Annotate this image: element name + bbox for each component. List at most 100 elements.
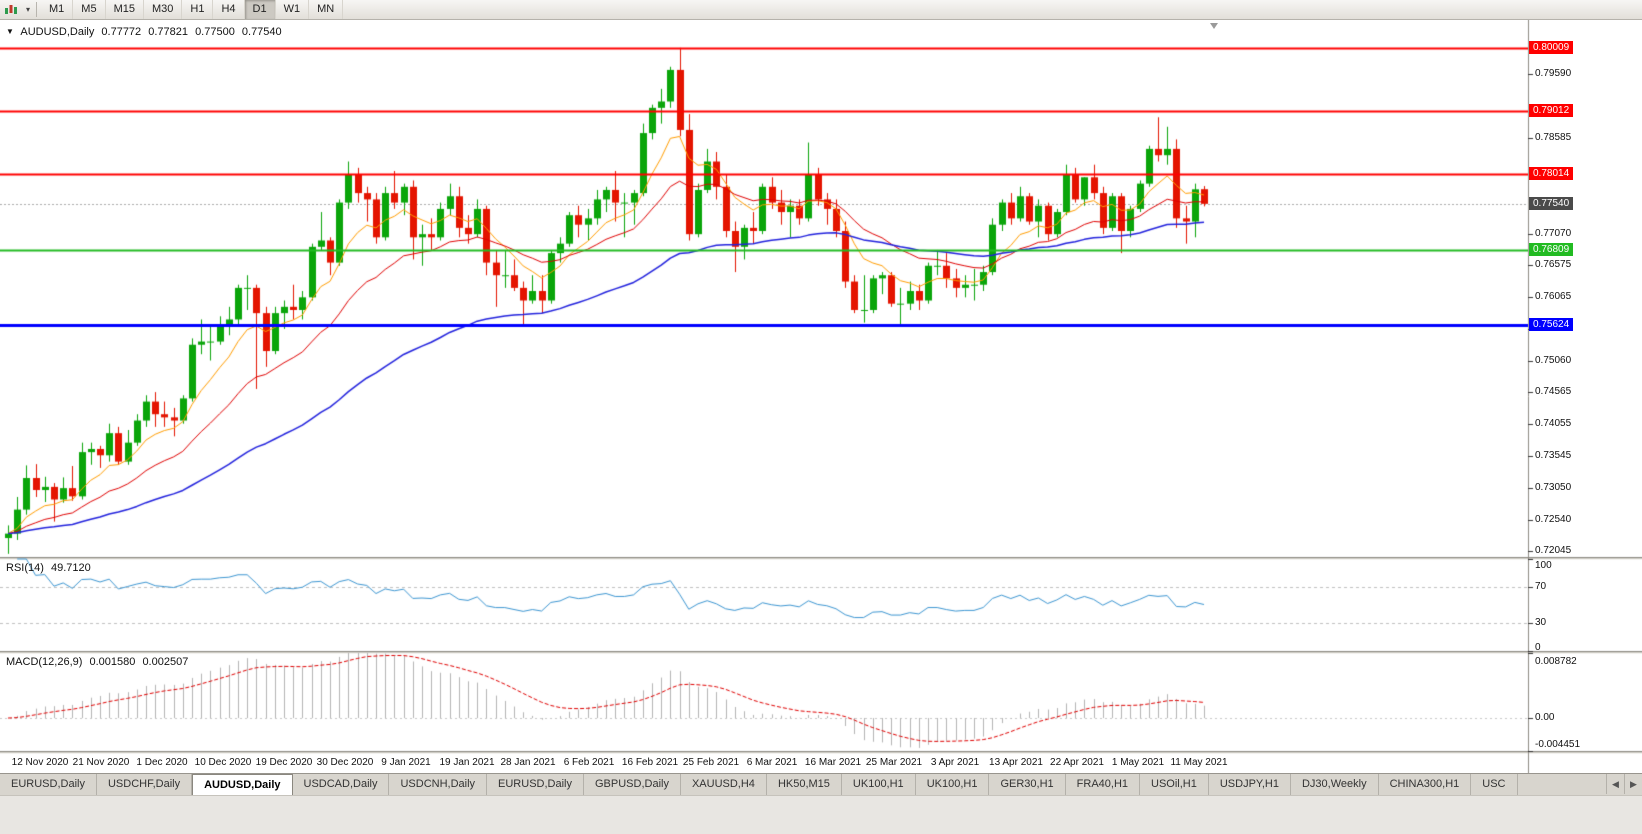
timeframe-m30[interactable]: M30 <box>144 0 183 19</box>
rsi-axis-tick: 0 <box>1535 642 1541 653</box>
price-line-label: 0.75624 <box>1529 317 1574 331</box>
date-axis-label: 6 Mar 2021 <box>746 757 798 768</box>
date-axis-label: 21 Nov 2020 <box>72 757 130 768</box>
chart-region: ▼ AUDUSD,Daily 0.77772 0.77821 0.77500 0… <box>0 20 1642 773</box>
date-axis-label: 3 Apr 2021 <box>930 757 980 768</box>
tab-scroll-right-icon[interactable]: ▶ <box>1624 774 1642 794</box>
current-price-label: 0.77540 <box>1529 196 1574 210</box>
date-axis-label: 6 Feb 2021 <box>563 757 615 768</box>
date-axis-label: 16 Feb 2021 <box>621 757 679 768</box>
date-axis-label: 11 May 2021 <box>1170 757 1228 768</box>
timeframe-m5[interactable]: M5 <box>73 0 106 19</box>
macd-main-value: 0.001580 <box>89 656 136 668</box>
date-axis-label: 25 Mar 2021 <box>865 757 923 768</box>
date-axis-label: 28 Jan 2021 <box>500 757 556 768</box>
high-value: 0.77821 <box>148 26 188 38</box>
chart-tab-0-eurusd-daily[interactable]: EURUSD,Daily <box>0 774 97 795</box>
timeframe-d1[interactable]: D1 <box>244 0 276 19</box>
price-axis-tick: 0.72045 <box>1535 544 1572 556</box>
timeframe-toolbar: ▾ M1 M5 M15 M30 H1 H4 D1 W1 MN <box>0 0 1642 20</box>
rsi-axis-tick: 70 <box>1535 580 1547 592</box>
collapse-triangle-icon[interactable]: ▼ <box>6 27 14 36</box>
chart-tab-4-usdcnh-daily[interactable]: USDCNH,Daily <box>389 774 488 795</box>
open-value: 0.77772 <box>101 26 142 38</box>
price-axis-tick: 0.73050 <box>1535 481 1572 493</box>
rsi-value: 49.7120 <box>50 562 91 574</box>
chart-tab-14-usdjpy-h1[interactable]: USDJPY,H1 <box>1209 774 1291 795</box>
panel-splitter-rsi[interactable] <box>0 556 1642 560</box>
chart-tab-6-gbpusd-daily[interactable]: GBPUSD,Daily <box>584 774 681 795</box>
price-axis-tick: 0.75060 <box>1535 354 1572 366</box>
date-axis-label: 9 Jan 2021 <box>381 757 431 768</box>
chart-shift-marker[interactable] <box>1210 23 1218 29</box>
chart-tab-13-usoil-h1[interactable]: USOil,H1 <box>1140 774 1209 795</box>
chart-tab-10-uk100-h1[interactable]: UK100,H1 <box>916 774 990 795</box>
toolbar-separator <box>36 2 37 17</box>
chart-symbol-label: AUDUSD,Daily <box>20 26 95 38</box>
date-axis-label: 12 Nov 2020 <box>11 757 69 768</box>
date-axis-label: 13 Apr 2021 <box>989 757 1043 768</box>
price-axis-tick: 0.78585 <box>1535 131 1572 143</box>
price-axis-tick: 0.73545 <box>1535 450 1572 462</box>
price-axis-tick: 0.74055 <box>1535 418 1572 429</box>
panel-splitter-macd[interactable] <box>0 650 1642 654</box>
chart-tab-1-usdchf-daily[interactable]: USDCHF,Daily <box>97 774 193 795</box>
chart-tab-12-fra40-h1[interactable]: FRA40,H1 <box>1066 774 1141 795</box>
tab-scroll-left-icon[interactable]: ◀ <box>1606 774 1624 794</box>
price-axis-tick: 0.72540 <box>1535 513 1572 525</box>
macd-axis-tick: 0.008782 <box>1535 656 1577 667</box>
chart-tab-2-audusd-daily[interactable]: AUDUSD,Daily <box>192 774 293 795</box>
close-value: 0.77540 <box>241 26 282 38</box>
price-line-label: 0.80009 <box>1529 40 1574 54</box>
price-axis-tick: 0.77070 <box>1535 227 1572 239</box>
price-line-label: 0.78014 <box>1529 166 1574 180</box>
chart-tab-11-ger30-h1[interactable]: GER30,H1 <box>989 774 1066 795</box>
rsi-name: RSI(14) <box>6 562 44 574</box>
date-axis-label: 25 Feb 2021 <box>682 757 740 768</box>
date-axis-label: 22 Apr 2021 <box>1050 757 1104 768</box>
timeframe-button-group: M1 M5 M15 M30 H1 H4 D1 W1 MN <box>41 0 344 19</box>
chart-ohlc-header: ▼ AUDUSD,Daily 0.77772 0.77821 0.77500 0… <box>6 26 286 38</box>
date-axis-label: 1 Dec 2020 <box>136 757 188 768</box>
date-axis-label: 16 Mar 2021 <box>804 757 862 768</box>
price-line-label: 0.76809 <box>1529 243 1574 257</box>
price-axis-tick: 0.76575 <box>1535 258 1572 270</box>
date-axis-label: 19 Dec 2020 <box>255 757 313 768</box>
date-axis-label: 19 Jan 2021 <box>439 757 495 768</box>
macd-name: MACD(12,26,9) <box>6 656 83 668</box>
price-line-label: 0.79012 <box>1529 103 1574 117</box>
macd-axis-tick: 0.00 <box>1535 712 1555 724</box>
chart-tab-3-usdcad-daily[interactable]: USDCAD,Daily <box>293 774 390 795</box>
date-axis-label: 1 May 2021 <box>1111 757 1165 768</box>
low-value: 0.77500 <box>195 26 235 38</box>
chart-tab-bar: EURUSD,Daily USDCHF,Daily AUDUSD,Daily USDC… <box>0 773 1642 795</box>
macd-signal-value: 0.002507 <box>142 656 189 668</box>
chart-tab-15-dj30-weekly[interactable]: DJ30,Weekly <box>1291 774 1379 795</box>
chevron-down-icon[interactable]: ▾ <box>25 5 30 14</box>
chart-tab-5-eurusd-daily[interactable]: EURUSD,Daily <box>487 774 584 795</box>
timeframe-h1[interactable]: H1 <box>182 0 214 19</box>
chart-type-icon[interactable] <box>0 0 22 19</box>
window-footer <box>0 795 1642 834</box>
chart-tab-16-china300-h1[interactable]: CHINA300,H1 <box>1379 774 1472 795</box>
timeframe-w1[interactable]: W1 <box>276 0 310 19</box>
rsi-axis-tick: 100 <box>1535 560 1552 571</box>
chart-tab-9-uk100-h1[interactable]: UK100,H1 <box>842 774 916 795</box>
timeframe-m15[interactable]: M15 <box>106 0 144 19</box>
tab-scroll-arrows: ◀ ▶ <box>1606 774 1642 794</box>
macd-axis-tick: -0.004451 <box>1535 739 1581 750</box>
date-axis-label: 30 Dec 2020 <box>316 757 374 768</box>
price-axis-tick: 0.79590 <box>1535 68 1572 80</box>
macd-indicator-header: MACD(12,26,9) 0.001580 0.002507 <box>6 656 192 668</box>
chart-tab-7-xauusd-h4[interactable]: XAUUSD,H4 <box>681 774 767 795</box>
timeframe-m1[interactable]: M1 <box>41 0 74 19</box>
price-axis-tick: 0.76065 <box>1535 291 1572 303</box>
timeframe-h4[interactable]: H4 <box>213 0 245 19</box>
price-chart-canvas[interactable] <box>0 20 1642 773</box>
chart-tab-8-hk50-m15[interactable]: HK50,M15 <box>767 774 842 795</box>
rsi-axis-tick: 30 <box>1535 617 1547 629</box>
timeframe-mn[interactable]: MN <box>309 0 344 19</box>
chart-tab-17-usc[interactable]: USC <box>1471 774 1518 795</box>
date-axis-label: 10 Dec 2020 <box>194 757 252 768</box>
